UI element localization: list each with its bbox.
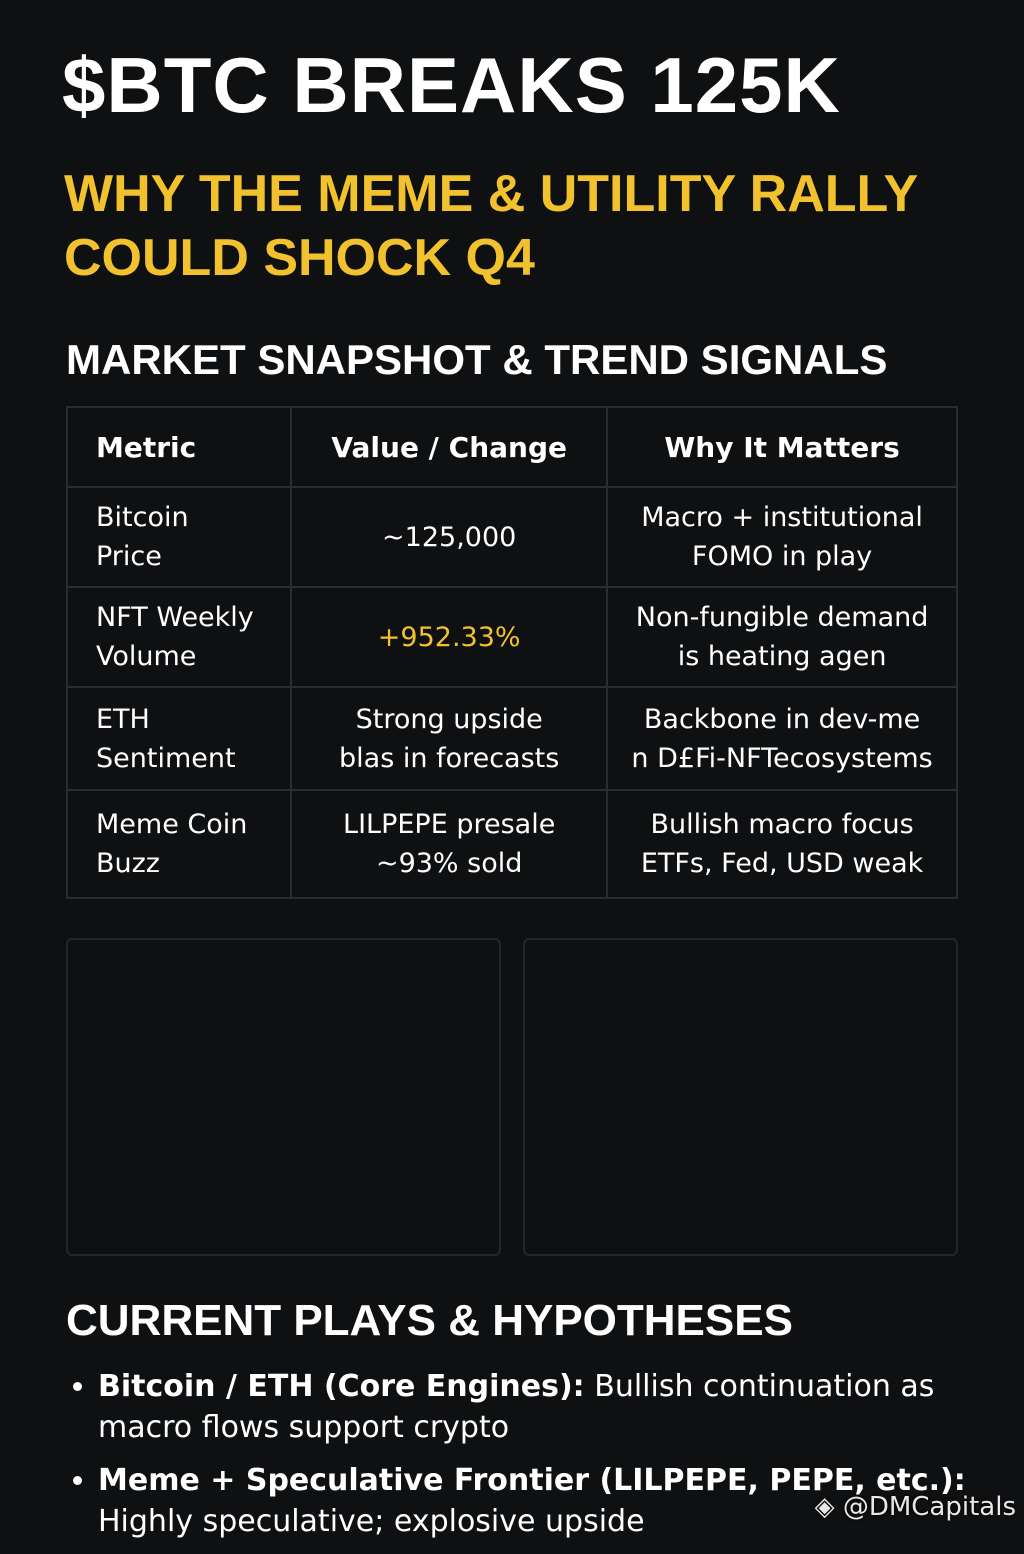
cell-line: Bullish macro focus: [650, 809, 914, 840]
table-row: NFT Weekly Volume +952.33% Non-fungible dem…: [65, 586, 958, 688]
cell-line: Bitcoin Price: [96, 502, 189, 572]
subheadline-line: COULD SHOCK Q4: [64, 229, 535, 287]
column-header: Value / Change: [290, 406, 609, 488]
cell-line: Backbone in dev-me: [643, 703, 921, 735]
table-cell: Non-fungible demand is heating agen: [606, 586, 958, 688]
section-title: MARKET SNAPSHOT & TREND SIGNALS: [66, 336, 888, 383]
play-lead: Meme + Speculative Frontier (LILPEPE, PE…: [98, 1463, 966, 1498]
cell-line: Strong upside: [355, 703, 543, 735]
column-header: Why It Matters: [606, 406, 958, 488]
cell-line: ETH Sentiment: [96, 703, 236, 774]
table-cell: Macro + institutional FOMO in play: [606, 486, 958, 588]
play-text: Highly speculative; explosive upside: [98, 1504, 645, 1539]
table-cell: LILPEPE presale ~93% sold: [290, 789, 609, 899]
table-cell: +952.33%: [290, 586, 609, 688]
cell-line: LILPEPE presale: [343, 809, 556, 840]
cell-line: ETFs, Fed, USD weak: [640, 848, 924, 879]
cell-line: Non-fungible demand: [635, 602, 929, 633]
price-chart: Bitcoin / TetherUS - 1D- BINANCE124.0001…: [68, 940, 500, 1254]
play-lead: Bitcoin / ETH (Core Engines):: [98, 1369, 585, 1404]
play-text: Bullish continuation as macro flows supp…: [98, 1369, 935, 1445]
headline: $BTC BREAKS 125K: [62, 41, 841, 129]
cell-line: FOMO in play: [691, 541, 873, 572]
table-cell: Meme Coin Buzz: [65, 789, 293, 899]
play-item: Meme + Speculative Frontier (LILPEPE, PE…: [98, 1460, 978, 1542]
table-cell: Bullish macro focus ETFs, Fed, USD weak: [606, 789, 958, 899]
table-cell: ETH Sentiment: [65, 686, 293, 791]
snapshot-table: Metric Value / Change Why It Matters Bitcoi…: [65, 406, 958, 899]
table-cell: Bitcoin Price: [65, 486, 293, 588]
price-chart-panel: Bitcoin / TetherUS - 1D- BINANCE124.0001…: [66, 938, 501, 1256]
watermark-text: @DMCapitals: [842, 1492, 1016, 1522]
nft-chart-panel: NFT Sales Volume – USD400 M500 M380 M100…: [523, 938, 958, 1256]
cell-line: Volume: [96, 641, 197, 672]
table-cell: ~125,000: [290, 486, 609, 588]
cell-line: +952.33%: [377, 621, 521, 653]
subheadline: WHY THE MEME & UTILITY RALLY COULD SHOCK…: [64, 162, 918, 290]
nft-chart: NFT Sales Volume – USD400 M500 M380 M100…: [525, 940, 957, 1254]
table-cell: Backbone in dev-me n D£Fi-NFTecosystems: [606, 686, 958, 791]
subheadline-line: WHY THE MEME & UTILITY RALLY: [64, 165, 919, 223]
table-row: Bitcoin Price ~125,000 Macro + institution…: [65, 486, 958, 588]
cell-line: blas in forecasts: [339, 742, 560, 774]
play-item: Bitcoin / ETH (Core Engines): Bullish co…: [98, 1366, 978, 1448]
cell-line: n D£Fi-NFTecosystems: [631, 742, 933, 774]
column-header: Metric: [65, 406, 293, 488]
header-row: Metric Value / Change Why It Matters: [65, 406, 958, 488]
cell-line: ~125,000: [382, 521, 517, 553]
watermark: ◈ @DMCapitals: [814, 1492, 1016, 1522]
cell-line: ~93% sold: [375, 848, 523, 879]
table-row: ETH Sentiment Strong upside blas in foreca…: [65, 686, 958, 791]
table-row: Meme Coin Buzz LILPEPE presale ~93% sold Bu…: [65, 789, 958, 899]
cell-line: Meme Coin Buzz: [96, 809, 248, 879]
cell-line: NFT Weekly: [96, 602, 254, 633]
cell-line: is heating agen: [677, 641, 887, 672]
table-cell: NFT Weekly Volume: [65, 586, 293, 688]
section-title: CURRENT PLAYS & HYPOTHESES: [66, 1296, 793, 1345]
cell-line: Macro + institutional: [641, 502, 923, 533]
table-cell: Strong upside blas in forecasts: [290, 686, 609, 791]
plays-list: Bitcoin / ETH (Core Engines): Bullish co…: [70, 1366, 978, 1554]
